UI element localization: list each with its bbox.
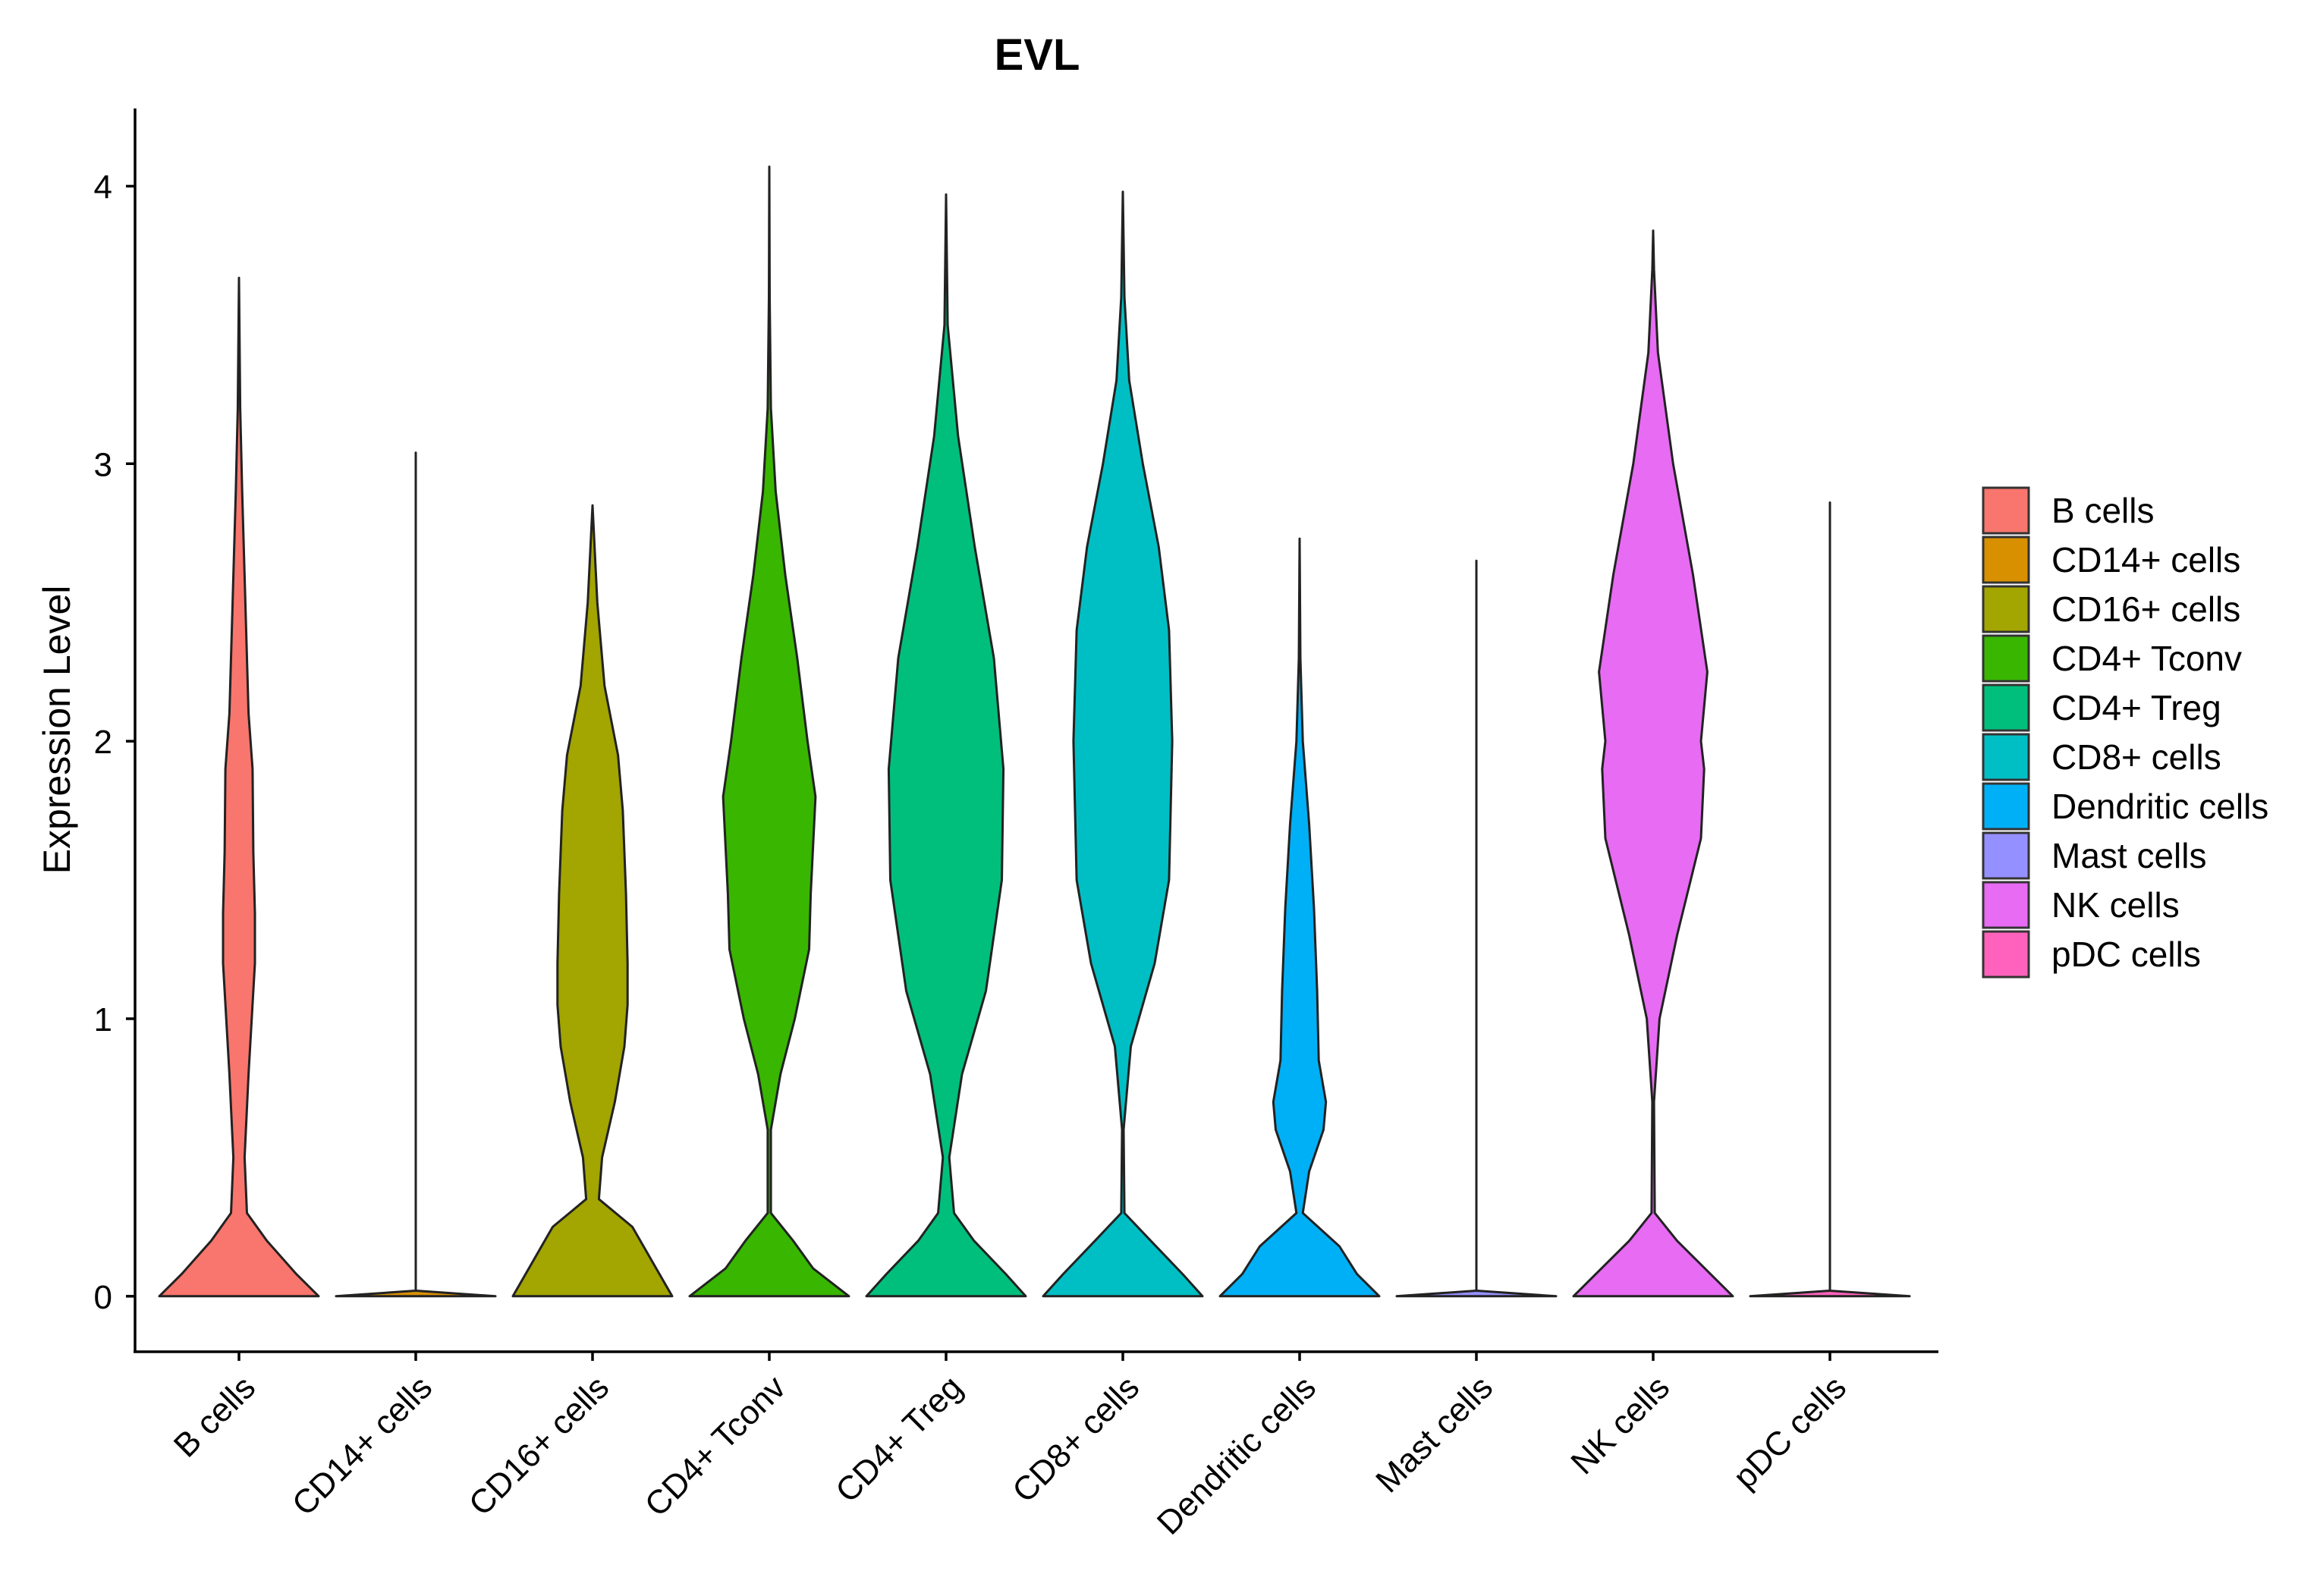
x-tick-label: CD14+ cells — [285, 1368, 439, 1522]
x-tick-label: CD4+ Treg — [828, 1368, 970, 1510]
legend-label: Dendritic cells — [2051, 787, 2268, 826]
x-ticks: B cells CD14+ cells CD16+ cells CD4+ Tconv C… — [167, 1352, 1853, 1542]
legend-label: Mast cells — [2051, 836, 2206, 875]
legend-swatch-b-cells — [1982, 486, 2030, 535]
legend-swatch-pdc-cells — [1982, 930, 2030, 979]
x-tick-label: CD16+ cells — [462, 1368, 616, 1522]
legend-label: B cells — [2051, 491, 2154, 530]
y-tick-label: 0 — [94, 1279, 112, 1316]
legend-swatch-cd8-cells — [1982, 733, 2030, 781]
violin-nk-cells — [1572, 229, 1734, 1298]
chart-title: EVL — [995, 30, 1080, 80]
legend-label: CD8+ cells — [2051, 737, 2221, 777]
y-tick-label: 1 — [94, 1001, 112, 1038]
x-tick-label: B cells — [167, 1368, 263, 1464]
violin-mast-cells — [1395, 559, 1558, 1298]
violin-cd8-cells — [1042, 190, 1204, 1298]
x-tick-label: pDC cells — [1726, 1368, 1853, 1496]
x-tick-label: CD4+ Tconv — [638, 1368, 793, 1523]
legend-label: CD16+ cells — [2051, 589, 2240, 629]
legend-swatch-mast-cells — [1982, 831, 2030, 880]
x-tick-label: CD8+ cells — [1005, 1368, 1146, 1510]
violin-b-cells — [158, 276, 320, 1298]
violin-cd16-cells — [511, 504, 674, 1298]
legend-swatch-cd14-cells — [1982, 536, 2030, 584]
legend-label: CD4+ Treg — [2051, 688, 2221, 727]
legend-label: pDC cells — [2051, 935, 2201, 974]
violin-cd14-cells — [335, 451, 497, 1298]
legend-label: CD14+ cells — [2051, 540, 2240, 580]
axes — [134, 108, 1938, 1353]
legend-label: CD4+ Tconv — [2051, 639, 2242, 678]
x-tick-label: Mast cells — [1369, 1368, 1500, 1500]
violin-group — [158, 165, 1911, 1298]
y-tick-label: 3 — [94, 446, 112, 483]
y-ticks: 0 1 2 3 4 — [94, 168, 135, 1316]
legend-swatch-cd4-tconv — [1982, 634, 2030, 683]
legend-swatch-cd4-treg — [1982, 683, 2030, 732]
violin-dendritic-cells — [1218, 537, 1381, 1298]
x-tick-label: Dendritic cells — [1150, 1368, 1323, 1541]
y-axis-label: Expression Level — [36, 586, 78, 875]
legend-label: NK cells — [2051, 885, 2180, 925]
violin-pdc-cells — [1749, 501, 1911, 1298]
legend: B cells CD14+ cells CD16+ cells CD4+ Tconv C… — [1982, 486, 2268, 979]
x-tick-label: NK cells — [1564, 1368, 1677, 1481]
legend-swatch-dendritic-cells — [1982, 782, 2030, 831]
violin-cd4-tconv — [688, 165, 850, 1298]
legend-swatch-nk-cells — [1982, 881, 2030, 929]
violin-cd4-treg — [865, 193, 1027, 1298]
y-tick-label: 2 — [94, 724, 112, 761]
y-tick-label: 4 — [94, 168, 112, 206]
legend-swatch-cd16-cells — [1982, 585, 2030, 633]
